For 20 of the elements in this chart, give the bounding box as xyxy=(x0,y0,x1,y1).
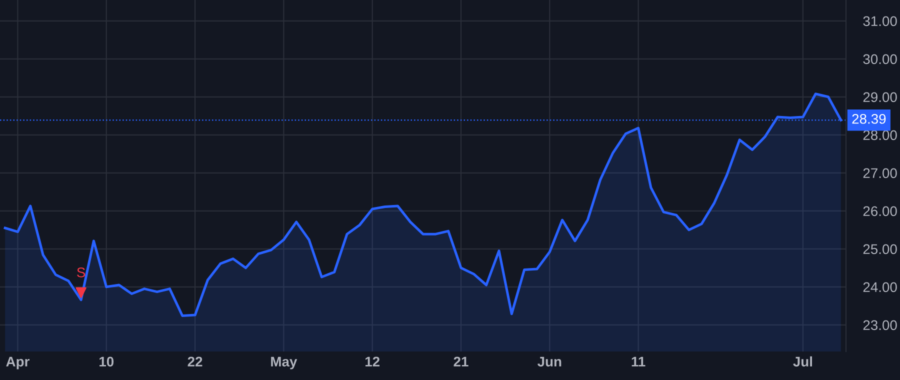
x-tick-label: 21 xyxy=(454,356,468,366)
y-tick-label: 23.00 xyxy=(863,320,897,330)
y-tick-label: 26.00 xyxy=(863,206,897,216)
y-tick-label: 27.00 xyxy=(863,168,897,178)
y-tick-label: 28.00 xyxy=(863,130,897,140)
x-tick-label: Apr xyxy=(6,356,30,370)
y-tick-label: 25.00 xyxy=(863,244,897,254)
x-tick-label: 22 xyxy=(188,356,202,366)
x-tick-label: 10 xyxy=(100,356,114,367)
x-tick-label: May xyxy=(271,356,298,370)
y-tick-label: 29.00 xyxy=(863,92,897,102)
y-tick-label: 30.00 xyxy=(863,54,897,64)
y-tick-label: 24.00 xyxy=(863,282,897,292)
x-tick-label: 11 xyxy=(632,356,646,366)
ref-line-label: 28.39 xyxy=(852,114,886,124)
series-label: S xyxy=(77,268,86,278)
x-tick-label: Jul xyxy=(793,356,812,367)
x-tick-label: 12 xyxy=(365,356,380,366)
y-tick-label: 31.00 xyxy=(863,16,897,26)
x-tick-label: Jun xyxy=(538,356,562,367)
